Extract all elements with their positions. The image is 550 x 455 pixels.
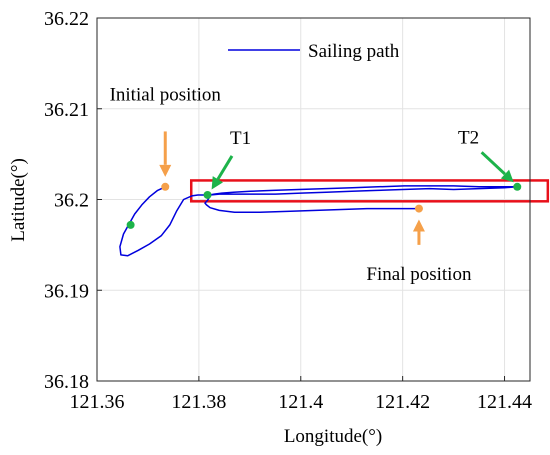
x-tick-label: 121.36 [70, 391, 125, 413]
x-tick-label: 121.38 [171, 391, 226, 413]
annotation-arrows [159, 131, 514, 245]
annotation-label-initial: Initial position [110, 84, 222, 105]
marker-point [161, 182, 170, 191]
annotation-arrow-shaft [216, 155, 234, 181]
annotation-label-t1: T1 [230, 128, 251, 149]
highlight-box-layer [189, 179, 550, 203]
y-tick-label: 36.21 [44, 99, 89, 121]
highlight-rectangle [189, 179, 550, 203]
annotation-arrow-shaft [480, 151, 506, 176]
annotation-arrow-head [211, 176, 223, 190]
ticks: 121.36 121.38 121.4 121.42 121.44 36.18 36.19 3… [44, 8, 532, 413]
x-axis-label: Longitude(°) [284, 426, 382, 447]
y-axis-label: Latitude(°) [8, 158, 29, 242]
marker-point [513, 182, 522, 191]
x-tick-label: 121.42 [375, 391, 430, 413]
annotation-arrow-head [500, 169, 514, 183]
y-tick-label: 36.22 [44, 8, 89, 30]
marker-point [126, 220, 135, 229]
y-tick-label: 36.18 [44, 371, 89, 393]
x-tick-label: 121.44 [477, 391, 532, 413]
x-tick-label: 121.4 [278, 391, 323, 413]
marker-point [203, 190, 212, 199]
annotation-label-t2: T2 [458, 127, 479, 148]
annotation-label-final: Final position [366, 264, 472, 285]
annotation-arrow-head [159, 164, 172, 177]
marker-point [414, 204, 423, 213]
legend-text: Sailing path [308, 41, 400, 62]
legend: Sailing path [228, 41, 400, 62]
annotation-arrow-head [412, 219, 425, 232]
y-tick-label: 36.19 [44, 280, 89, 302]
points-layer [126, 182, 522, 229]
annotation-labels: Initial position Final position T1 T2 [110, 84, 480, 284]
sailing-path-line [119, 185, 519, 257]
series-layer [119, 185, 519, 257]
y-tick-label: 36.2 [54, 190, 89, 212]
